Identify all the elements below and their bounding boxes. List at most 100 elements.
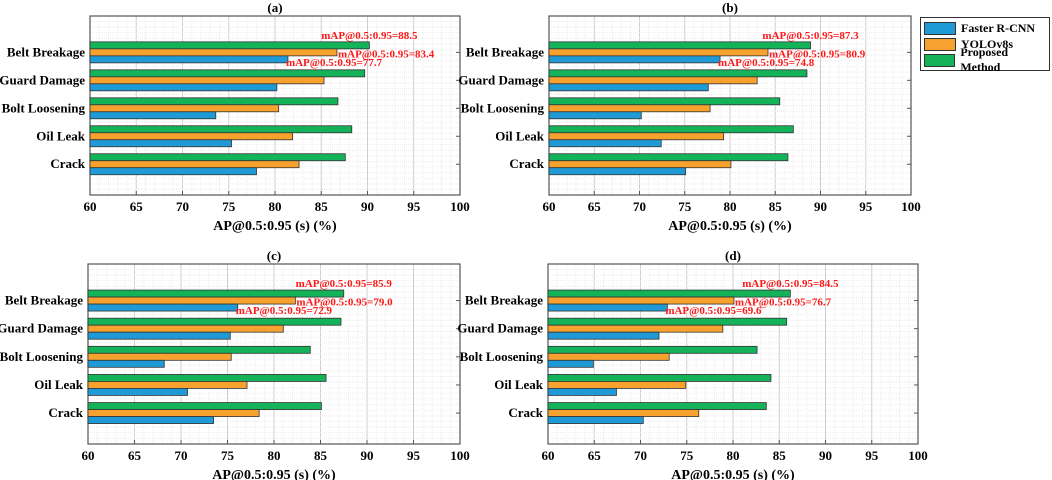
annotation-proposed-method-map: mAP@0.5:0.95=87.3	[762, 30, 859, 42]
annotation-proposed-method-map: mAP@0.5:0.95=88.5	[321, 30, 418, 42]
y-tick-label: Bolt Loosening	[2, 100, 86, 115]
annotation-faster-rcnn-map: mAP@0.5:0.95=74.8	[718, 57, 815, 69]
x-tick-label: 95	[407, 199, 421, 214]
bar-yolov8s	[87, 409, 260, 417]
bar-yolov8s	[89, 132, 293, 141]
x-tick-label: 90	[361, 199, 374, 214]
bar-faster-r-cnn	[548, 111, 642, 120]
bar-yolov8s	[547, 296, 735, 305]
legend-item-yolov8s: YOLOv8s	[921, 36, 1049, 52]
bar-yolov8s	[547, 324, 724, 333]
legend-label: Faster R-CNN	[961, 20, 1036, 35]
bar-faster-r-cnn	[87, 331, 231, 340]
x-tick-label: 80	[727, 448, 740, 463]
bar-proposed-method	[87, 345, 311, 354]
bar-faster-r-cnn	[89, 83, 278, 92]
y-tick-label: Guard Damage	[0, 321, 83, 336]
bar-yolov8s	[89, 48, 338, 57]
y-tick-label: Bolt Loosening	[461, 100, 545, 115]
annotation-faster-rcnn-map: mAP@0.5:0.95=72.9	[236, 305, 333, 317]
x-tick-label: 70	[176, 199, 189, 214]
annotation-proposed-method-map: mAP@0.5:0.95=84.5	[742, 278, 839, 290]
bar-proposed-method	[89, 125, 353, 134]
bar-proposed-method	[547, 345, 758, 354]
x-tick-label: 75	[221, 448, 235, 463]
bar-proposed-method	[89, 41, 370, 50]
x-tick-label: 100	[450, 199, 470, 214]
bar-yolov8s	[548, 160, 732, 169]
bar-yolov8s	[87, 352, 232, 361]
bar-yolov8s	[87, 381, 248, 389]
bar-faster-r-cnn	[89, 139, 232, 148]
legend-swatch	[924, 37, 956, 51]
y-tick-label: Oil Leak	[34, 377, 84, 392]
x-tick-label: 90	[361, 448, 374, 463]
y-tick-label: Guard Damage	[0, 72, 85, 87]
y-tick-label: Oil Leak	[495, 128, 545, 143]
legend: Faster R-CNN YOLOv8s Proposed Method	[920, 17, 1050, 74]
x-tick-label: 60	[542, 448, 555, 463]
bar-faster-r-cnn	[547, 359, 594, 368]
x-tick-label: 80	[269, 199, 282, 214]
x-tick-label: 60	[82, 448, 95, 463]
bar-faster-r-cnn	[548, 55, 721, 64]
x-tick-label: 95	[865, 448, 879, 463]
bar-proposed-method	[89, 69, 366, 78]
bar-proposed-method	[548, 153, 789, 162]
subplot-title: (c)	[267, 248, 281, 263]
bar-faster-r-cnn	[548, 139, 662, 148]
x-tick-label: 65	[128, 448, 142, 463]
bar-faster-r-cnn	[89, 167, 257, 176]
x-axis-label: AP@0.5:0.95 (s) (%)	[671, 468, 795, 480]
legend-label: Proposed Method	[960, 45, 1009, 74]
x-tick-label: 65	[588, 199, 602, 214]
bar-proposed-method	[548, 69, 808, 78]
bar-proposed-method	[548, 125, 794, 134]
bar-faster-r-cnn	[89, 111, 217, 120]
legend-swatch	[924, 21, 956, 35]
y-tick-label: Belt Breakage	[5, 293, 83, 308]
annotation-yolov8s-map: mAP@0.5:0.95=76.7	[735, 297, 832, 309]
x-tick-label: 70	[634, 448, 647, 463]
x-tick-label: 75	[680, 448, 694, 463]
bar-yolov8s	[547, 409, 700, 417]
y-tick-label: Guard Damage	[458, 72, 544, 87]
y-tick-label: Guard Damage	[457, 321, 543, 336]
x-tick-label: 65	[588, 448, 602, 463]
legend-item-proposed-method: Proposed Method	[921, 45, 1049, 74]
bar-yolov8s	[547, 381, 687, 389]
bar-proposed-method	[87, 317, 342, 326]
annotation-yolov8s-map: mAP@0.5:0.95=83.4	[338, 48, 435, 60]
bar-faster-r-cnn	[89, 55, 289, 64]
y-tick-label: Oil Leak	[36, 128, 86, 143]
bar-faster-r-cnn	[548, 167, 687, 176]
y-tick-label: Bolt Loosening	[0, 349, 83, 364]
bar-proposed-method	[547, 374, 772, 382]
bar-yolov8s	[87, 324, 284, 333]
annotation-yolov8s-map: mAP@0.5:0.95=80.9	[769, 48, 866, 60]
bar-faster-r-cnn	[547, 331, 660, 340]
subplot-title: (a)	[267, 0, 282, 15]
legend-swatch	[924, 53, 956, 67]
x-tick-label: 100	[901, 199, 921, 214]
subplot-b: (b) 60 65 70 75 80 85 90 95 100 AP@0.5:0.95 (s) (%…	[458, 0, 920, 234]
y-tick-label: Crack	[48, 405, 83, 420]
bar-proposed-method	[547, 402, 767, 410]
x-axis-label: AP@0.5:0.95 (s) (%)	[213, 219, 337, 234]
bar-yolov8s	[89, 104, 280, 113]
y-tick-label: Crack	[50, 156, 85, 171]
bar-faster-r-cnn	[548, 83, 709, 92]
bar-faster-r-cnn	[547, 388, 617, 396]
bar-faster-r-cnn	[547, 416, 644, 424]
bar-proposed-method	[87, 402, 322, 410]
y-tick-label: Bolt Loosening	[460, 349, 544, 364]
bar-yolov8s	[548, 104, 711, 113]
bar-faster-r-cnn	[547, 303, 668, 312]
annotation-yolov8s-map: mAP@0.5:0.95=79.0	[296, 297, 393, 309]
y-tick-label: Oil Leak	[494, 377, 544, 392]
legend-label: YOLOv8s	[961, 36, 1014, 51]
bar-proposed-method	[548, 97, 781, 106]
bar-faster-r-cnn	[87, 303, 239, 312]
x-tick-label: 100	[450, 448, 470, 463]
